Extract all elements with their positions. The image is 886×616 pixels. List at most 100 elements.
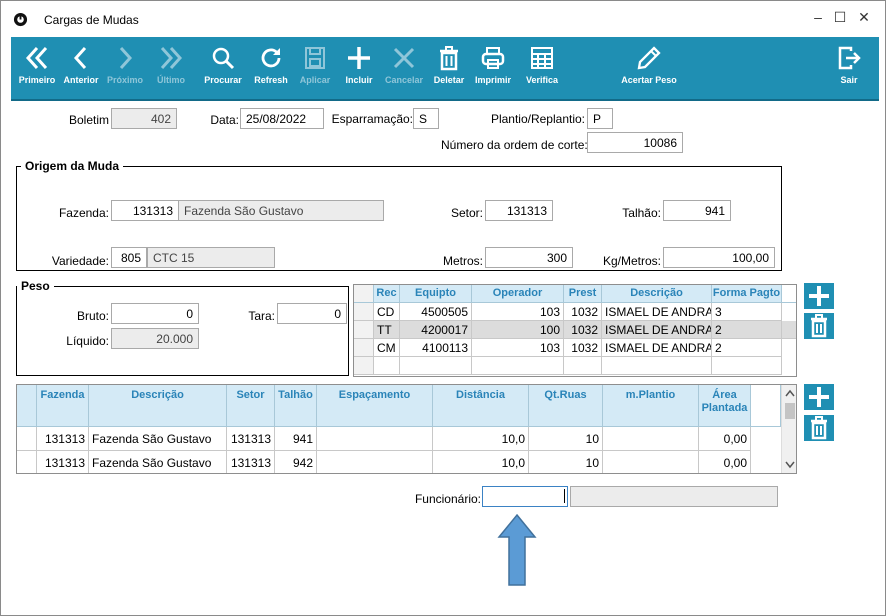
- cell-descricao[interactable]: ISMAEL DE ANDRADE: [602, 303, 712, 321]
- primeiro-button[interactable]: Primeiro: [13, 37, 61, 101]
- col-qt-ruas[interactable]: Qt.Ruas: [529, 385, 603, 427]
- cell-distancia[interactable]: 10,0: [433, 451, 529, 473]
- setor-field[interactable]: 131313: [485, 200, 553, 221]
- row-indicator[interactable]: [17, 427, 37, 451]
- col-descricao[interactable]: Descrição: [602, 285, 712, 303]
- anterior-button[interactable]: Anterior: [61, 37, 101, 101]
- col-talhao[interactable]: Talhão: [275, 385, 317, 427]
- cell-operador[interactable]: 103: [472, 339, 564, 357]
- cell-m-plantio[interactable]: [603, 451, 699, 473]
- cell-area-plantada[interactable]: 0,00: [699, 451, 751, 473]
- destino-scrollbar[interactable]: [781, 385, 796, 473]
- col-setor[interactable]: Setor: [227, 385, 275, 427]
- col-m-plantio[interactable]: m.Plantio: [603, 385, 699, 427]
- aplicar-button[interactable]: Aplicar: [295, 37, 335, 101]
- cell-prest[interactable]: 1032: [564, 321, 602, 339]
- cell-descricao[interactable]: ISMAEL DE ANDRADE: [602, 339, 712, 357]
- equipamentos-grid[interactable]: Rec Equipto Operador Prest Descrição For…: [353, 284, 797, 377]
- close-icon[interactable]: ✕: [858, 9, 870, 25]
- cell-empty[interactable]: [564, 357, 602, 375]
- acertar-peso-button[interactable]: Acertar Peso: [615, 37, 683, 101]
- row-indicator[interactable]: [354, 357, 374, 375]
- cell-talhao[interactable]: 941: [275, 427, 317, 451]
- delete-destino-button[interactable]: [804, 415, 834, 441]
- col-area-plantada[interactable]: Área Plantada: [699, 385, 751, 427]
- col-forma-pagto[interactable]: Forma Pagto: [712, 285, 782, 303]
- cell-operador[interactable]: 103: [472, 303, 564, 321]
- col-distancia[interactable]: Distância: [433, 385, 529, 427]
- col-rec[interactable]: Rec: [374, 285, 400, 303]
- plantio-replantio-field[interactable]: P: [587, 108, 613, 129]
- data-field[interactable]: 25/08/2022: [240, 108, 324, 129]
- cell-talhao[interactable]: 942: [275, 451, 317, 473]
- cell-distancia[interactable]: 10,0: [433, 427, 529, 451]
- deletar-button[interactable]: Deletar: [429, 37, 469, 101]
- minimize-icon[interactable]: –: [814, 9, 822, 25]
- variedade-code-field[interactable]: 805: [111, 247, 147, 268]
- cell-fazenda[interactable]: 131313: [37, 427, 89, 451]
- row-indicator[interactable]: [17, 451, 37, 473]
- cell-setor[interactable]: 131313: [227, 427, 275, 451]
- cell-empty[interactable]: [400, 357, 472, 375]
- verifica-button[interactable]: Verifica: [519, 37, 565, 101]
- cell-espacamento[interactable]: [317, 451, 433, 473]
- delete-equipamento-button[interactable]: [804, 313, 834, 339]
- cell-espacamento[interactable]: [317, 427, 433, 451]
- cell-forma-pagto[interactable]: 2: [712, 321, 782, 339]
- cell-area-plantada[interactable]: 0,00: [699, 427, 751, 451]
- row-indicator[interactable]: [354, 321, 374, 339]
- talhao-field[interactable]: 941: [663, 200, 731, 221]
- sair-button[interactable]: Sair: [831, 37, 867, 101]
- add-destino-button[interactable]: [804, 384, 834, 410]
- chevron-up-icon[interactable]: [785, 389, 795, 397]
- cell-empty[interactable]: [374, 357, 400, 375]
- chevron-down-icon[interactable]: [785, 461, 795, 469]
- proximo-button[interactable]: Próximo: [103, 37, 147, 101]
- scrollbar-thumb[interactable]: [785, 403, 795, 419]
- col-equipto[interactable]: Equipto: [400, 285, 472, 303]
- cell-rec[interactable]: CD: [374, 303, 400, 321]
- bruto-field[interactable]: 0: [111, 303, 199, 324]
- cell-empty[interactable]: [602, 357, 712, 375]
- col-descricao[interactable]: Descrição: [89, 385, 227, 427]
- procurar-button[interactable]: Procurar: [199, 37, 247, 101]
- boletim-field[interactable]: 402: [111, 108, 177, 129]
- cell-prest[interactable]: 1032: [564, 339, 602, 357]
- col-fazenda[interactable]: Fazenda: [37, 385, 89, 427]
- imprimir-button[interactable]: Imprimir: [471, 37, 515, 101]
- cell-empty[interactable]: [472, 357, 564, 375]
- maximize-icon[interactable]: ☐: [833, 9, 847, 25]
- cell-prest[interactable]: 1032: [564, 303, 602, 321]
- fazenda-code-field[interactable]: 131313: [111, 200, 179, 221]
- row-indicator[interactable]: [354, 303, 374, 321]
- cell-rec[interactable]: CM: [374, 339, 400, 357]
- esparramacao-field[interactable]: S: [413, 108, 439, 129]
- cell-qt-ruas[interactable]: 10: [529, 451, 603, 473]
- cell-empty[interactable]: [712, 357, 782, 375]
- tara-field[interactable]: 0: [277, 303, 347, 324]
- destino-grid[interactable]: Fazenda Descrição Setor Talhão Espaçamen…: [16, 384, 797, 474]
- refresh-button[interactable]: Refresh: [249, 37, 293, 101]
- cell-forma-pagto[interactable]: 2: [712, 339, 782, 357]
- funcionario-code-field[interactable]: [482, 486, 568, 507]
- col-operador[interactable]: Operador: [472, 285, 564, 303]
- col-espacamento[interactable]: Espaçamento: [317, 385, 433, 427]
- cell-descricao[interactable]: ISMAEL DE ANDRADE: [602, 321, 712, 339]
- cell-qt-ruas[interactable]: 10: [529, 427, 603, 451]
- cell-descricao[interactable]: Fazenda São Gustavo: [89, 427, 227, 451]
- cell-setor[interactable]: 131313: [227, 451, 275, 473]
- ordem-corte-field[interactable]: 10086: [587, 132, 683, 153]
- ultimo-button[interactable]: Último: [149, 37, 193, 101]
- cell-rec[interactable]: TT: [374, 321, 400, 339]
- incluir-button[interactable]: Incluir: [339, 37, 379, 101]
- cell-equipto[interactable]: 4500505: [400, 303, 472, 321]
- cell-equipto[interactable]: 4100113: [400, 339, 472, 357]
- kgmetros-field[interactable]: 100,00: [663, 247, 775, 268]
- metros-field[interactable]: 300: [485, 247, 573, 268]
- cancelar-button[interactable]: Cancelar: [381, 37, 427, 101]
- col-prest[interactable]: Prest: [564, 285, 602, 303]
- add-equipamento-button[interactable]: [804, 283, 834, 309]
- row-indicator[interactable]: [354, 339, 374, 357]
- cell-fazenda[interactable]: 131313: [37, 451, 89, 473]
- cell-equipto[interactable]: 4200017: [400, 321, 472, 339]
